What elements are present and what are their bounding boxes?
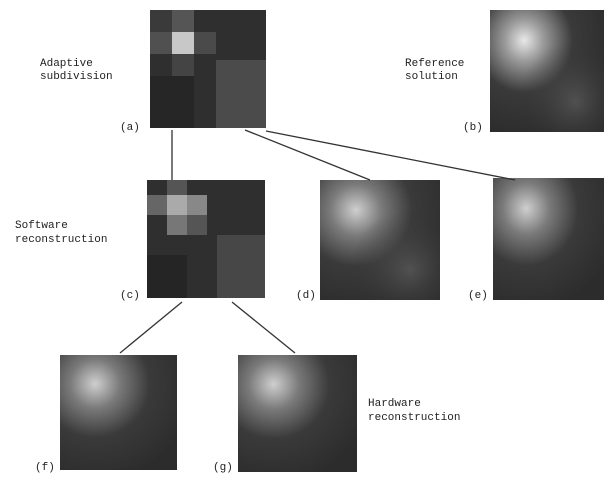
panel-a-image [150, 10, 266, 128]
caption: Hardware [368, 398, 421, 410]
connector [232, 302, 295, 353]
panel-label: (g) [213, 462, 233, 474]
caption: Software [15, 220, 68, 232]
panel-d-shade [320, 180, 440, 300]
panel-label: (f) [35, 462, 55, 474]
panel-label: (e) [468, 290, 488, 302]
caption: subdivision [40, 71, 113, 83]
caption: Reference [405, 58, 464, 70]
caption: reconstruction [368, 412, 460, 424]
caption: solution [405, 71, 458, 83]
panel-label: (a) [120, 122, 140, 134]
panel-f-image [60, 355, 177, 470]
caption: reconstruction [15, 234, 107, 246]
connector [245, 130, 370, 180]
panel-label: (c) [120, 290, 140, 302]
panel-label: (d) [296, 290, 316, 302]
panel-g-image [238, 355, 357, 472]
panel-c-image [147, 180, 265, 298]
figure: Adaptive subdivision Reference solution … [0, 0, 604, 476]
caption: Adaptive [40, 58, 93, 70]
panel-b-shade [490, 10, 604, 132]
panel-e-image [493, 178, 604, 300]
panel-label: (b) [463, 122, 483, 134]
connector [120, 302, 182, 353]
connector [266, 131, 515, 180]
